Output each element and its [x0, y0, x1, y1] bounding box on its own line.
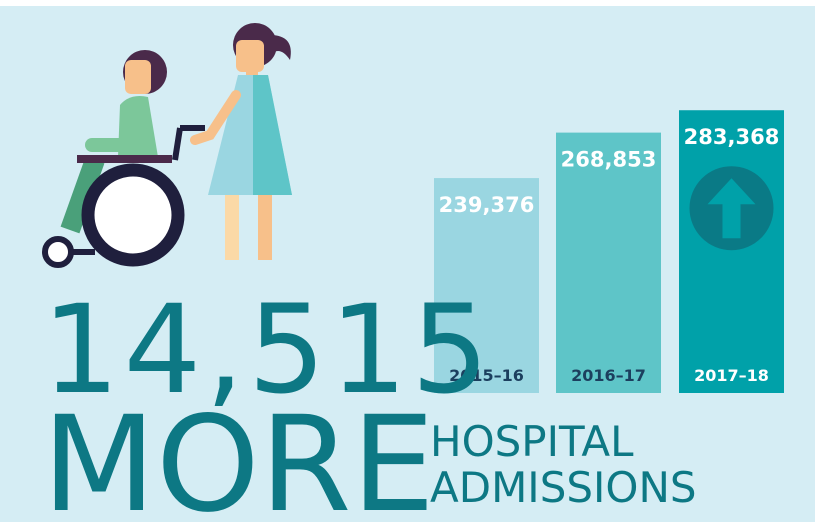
infographic: 239,3762015–16268,8532016–17283,3682017–… — [0, 0, 821, 522]
value-label: 283,368 — [684, 125, 780, 149]
value-label: 239,376 — [439, 193, 535, 217]
headline-text: ADMISSIONS — [430, 463, 697, 512]
category-label: 2016–17 — [571, 366, 646, 385]
headline-text: MORE — [42, 388, 435, 522]
value-label: 268,853 — [561, 148, 657, 172]
headline-text: HOSPITAL — [430, 417, 634, 466]
bar — [556, 133, 661, 393]
category-label: 2017–18 — [694, 366, 769, 385]
page: 239,3762015–16268,8532016–17283,3682017–… — [0, 0, 821, 522]
bar — [679, 110, 784, 393]
